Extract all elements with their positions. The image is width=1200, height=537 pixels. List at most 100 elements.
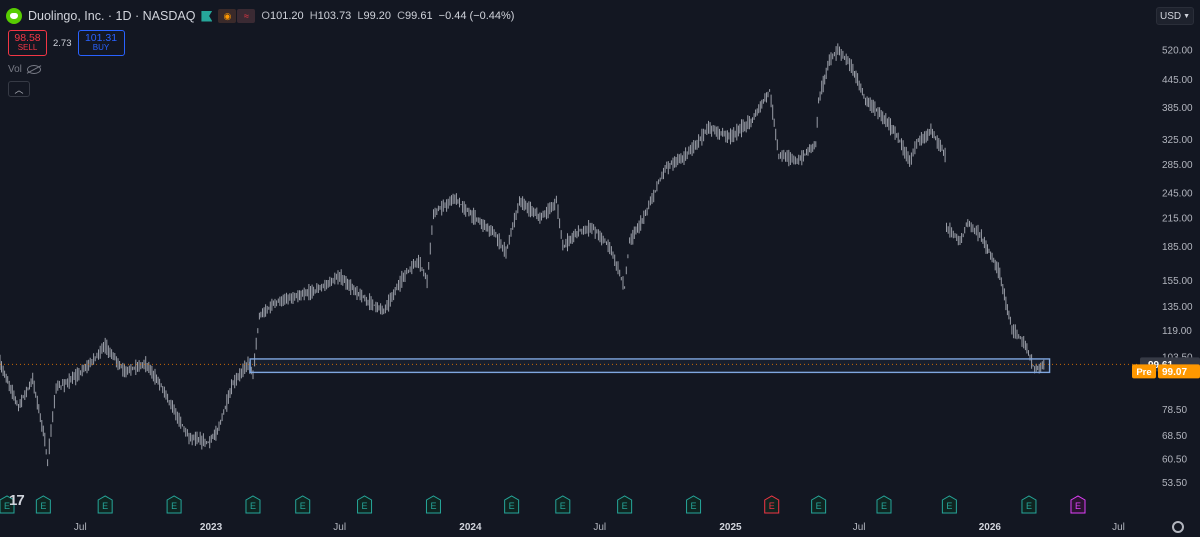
earnings-marker-shape [1070,495,1086,514]
earnings-marker[interactable]: E [811,495,827,514]
earnings-marker[interactable]: E [35,495,51,514]
earnings-marker-shape [245,495,261,514]
earnings-marker[interactable]: E [245,495,261,514]
earnings-marker[interactable]: E [504,495,520,514]
price-series [0,43,1045,467]
high-label: H [309,10,318,22]
earnings-marker[interactable]: E [0,495,15,514]
earnings-marker[interactable]: E [1070,495,1086,514]
earnings-marker[interactable]: E [425,495,441,514]
earnings-marker-label: E [691,501,697,511]
low-label: L [357,10,364,22]
sell-button[interactable]: 98.58 SELL [8,30,47,56]
price-bars [0,43,1045,467]
sell-price: 98.58 [14,32,41,45]
earnings-marker-label: E [250,501,256,511]
earnings-marker-label: E [881,501,887,511]
pre-market-value: 99.07 [1162,367,1187,378]
currency-selector[interactable]: USD ▼ [1156,7,1194,25]
earnings-marker-shape [876,495,892,514]
symbol-legend: Duolingo, Inc. · 1D · NASDAQ ◉ ≈ O101.20… [6,8,514,24]
earnings-marker[interactable]: E [166,495,182,514]
earnings-marker-shape [764,495,780,514]
y-tick-label: 325.00 [1162,135,1193,146]
symbol-title[interactable]: Duolingo, Inc. · 1D · NASDAQ [28,9,196,23]
market-status-badge[interactable]: ◉ [218,9,237,23]
duolingo-logo-icon [6,8,22,24]
x-tick-label: Jul [74,522,87,533]
y-tick-label: 215.00 [1162,214,1193,225]
buy-price: 101.31 [84,32,118,45]
earnings-marker[interactable]: E [686,495,702,514]
earnings-marker-shape [295,495,311,514]
earnings-marker-label: E [1026,501,1032,511]
y-tick-label: 155.00 [1162,276,1193,287]
earnings-marker-shape [0,495,15,514]
x-tick-label: Jul [333,522,346,533]
y-tick-label: 60.50 [1162,455,1187,466]
trade-panel: 98.58 SELL 2.73 101.31 BUY [8,30,125,56]
earnings-marker[interactable]: E [357,495,373,514]
volume-indicator[interactable]: Vol [8,64,41,75]
chevron-down-icon: ▼ [1183,12,1191,20]
earnings-marker-label: E [1075,501,1081,511]
gear-icon[interactable] [1172,521,1184,533]
earnings-marker-label: E [40,501,46,511]
earnings-marker-label: E [816,501,822,511]
x-tick-label: Jul [1112,522,1125,533]
close-label: C [397,10,406,22]
y-tick-label: 520.00 [1162,46,1193,57]
earnings-marker[interactable]: E [295,495,311,514]
y-tick-label: 135.00 [1162,302,1193,313]
earnings-marker[interactable]: E [941,495,957,514]
earnings-marker-label: E [171,501,177,511]
x-tick-label: 2024 [459,522,482,533]
pre-market-tag [1132,364,1156,379]
y-tick-label: 245.00 [1162,189,1193,200]
earnings-marker-label: E [430,501,436,511]
earnings-marker[interactable]: E [555,495,571,514]
open-label: O [261,10,270,22]
earnings-marker[interactable]: E [1021,495,1037,514]
earnings-marker-shape [97,495,113,514]
open-value: 101.20 [269,10,304,22]
currency-label: USD [1159,10,1182,22]
earnings-marker[interactable]: E [876,495,892,514]
earnings-marker[interactable]: E [617,495,633,514]
earnings-marker-label: E [362,501,368,511]
eye-hidden-icon[interactable] [26,65,41,74]
buy-button[interactable]: 101.31 BUY [77,30,125,56]
volume-label: Vol [8,64,22,75]
earnings-marker-shape [357,495,373,514]
low-value: 99.20 [363,10,392,22]
earnings-marker-label: E [4,501,10,511]
buy-label: BUY [92,43,110,53]
sell-label: SELL [17,43,38,53]
price-tags: 99.61Pre99.07 [1132,357,1200,379]
status-badges: ◉ ≈ [218,9,256,23]
earnings-marker-label: E [509,501,515,511]
earnings-marker-shape [504,495,520,514]
time-axis: Jul 2023 Jul 2024 Jul 2025 Jul 2026 Jul [74,522,1125,533]
earnings-marker-label: E [560,501,566,511]
tradingview-logo[interactable]: 17 [9,492,25,509]
y-tick-label: 185.00 [1162,242,1193,253]
earnings-marker-shape [811,495,827,514]
earnings-marker-shape [35,495,51,514]
change-value: −0.44 (−0.44%) [438,10,515,22]
earnings-marker[interactable]: E [764,495,780,514]
spread-value: 2.73 [53,37,72,49]
earnings-marker-shape [617,495,633,514]
data-status-badge[interactable]: ≈ [237,9,256,23]
y-tick-label: 68.50 [1162,431,1187,442]
x-tick-label: Jul [593,522,606,533]
flag-icon[interactable] [201,10,213,22]
x-tick-label: Jul [853,522,866,533]
x-tick-label: 2025 [719,522,742,533]
collapse-legend-button[interactable]: ︿ [8,81,30,97]
earnings-marker[interactable]: E [97,495,113,514]
close-value: 99.61 [405,10,433,22]
earnings-marker-shape [555,495,571,514]
